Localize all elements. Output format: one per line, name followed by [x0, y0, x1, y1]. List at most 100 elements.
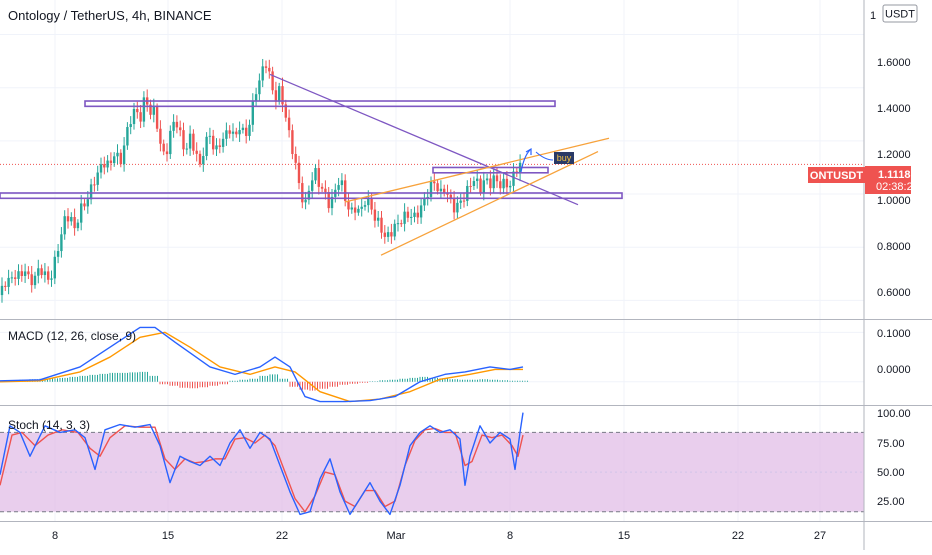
buy-annotation[interactable]: buy — [520, 147, 574, 173]
candle — [76, 219, 80, 232]
candle-body — [218, 145, 221, 147]
candle-body — [96, 172, 99, 185]
indicator-lines — [0, 326, 524, 516]
candle — [7, 269, 10, 295]
countdown-label: 02:38:21 — [876, 181, 919, 193]
stoch-axis[interactable]: 100.00 75.00 50.00 25.00 — [877, 408, 911, 508]
candle-body — [370, 198, 373, 210]
candle — [357, 205, 360, 216]
grid — [0, 0, 864, 521]
candle-body — [99, 164, 103, 173]
candle-body — [132, 108, 136, 125]
price-tick-label: 0.6000 — [877, 287, 911, 299]
time-tick-label: 22 — [276, 530, 288, 542]
candle — [106, 155, 109, 173]
candle — [152, 98, 155, 123]
time-tick-label: 22 — [732, 530, 744, 542]
candle-body — [373, 209, 377, 221]
candle-body — [116, 152, 119, 157]
candle — [215, 138, 218, 156]
candle-body — [423, 198, 426, 206]
candle-body — [50, 278, 53, 280]
currency-button[interactable]: USDT — [882, 4, 918, 23]
candle — [66, 208, 70, 229]
candle-body — [261, 66, 264, 81]
candle-body — [37, 268, 40, 276]
candle-body — [291, 130, 294, 155]
candle-body — [212, 135, 215, 150]
candle — [439, 180, 443, 199]
candle — [132, 102, 136, 130]
candle — [109, 152, 113, 171]
candle-body — [188, 133, 192, 149]
candle — [258, 73, 261, 101]
candle-body — [241, 127, 245, 131]
candle-body — [429, 181, 433, 197]
candle — [185, 142, 188, 155]
candle — [459, 193, 462, 210]
candle-body — [281, 86, 284, 105]
candle-body — [462, 200, 466, 202]
candle — [307, 185, 311, 205]
time-axis[interactable]: 8 15 22 Mar 8 15 22 27 — [52, 530, 826, 542]
candle — [320, 183, 324, 193]
candle-body — [485, 178, 489, 181]
price-tick-label: 1.2000 — [877, 149, 911, 161]
candle-body — [162, 143, 165, 152]
candle — [86, 191, 89, 214]
candle — [416, 205, 419, 224]
candle — [456, 196, 459, 219]
candle-body — [314, 168, 317, 181]
candle-body — [152, 107, 155, 115]
candle-body — [436, 183, 439, 192]
candle-body — [205, 136, 208, 157]
candle — [165, 143, 169, 162]
candle-body — [192, 133, 195, 151]
candle-body — [297, 162, 301, 184]
candle — [502, 172, 505, 195]
candle-body — [23, 271, 27, 276]
candle-body — [83, 203, 86, 207]
candle-body — [93, 184, 96, 186]
candle-body — [264, 66, 268, 68]
candle — [50, 270, 53, 287]
price-candles — [0, 58, 522, 303]
candle — [192, 129, 195, 155]
candle-body — [393, 223, 396, 237]
candle — [311, 172, 314, 199]
candle — [89, 178, 93, 205]
candle-body — [311, 180, 314, 191]
candle — [482, 171, 485, 201]
candle — [83, 199, 86, 211]
macd-axis[interactable]: 0.1000 0.0000 — [877, 328, 911, 376]
candle-body — [380, 217, 383, 233]
candle — [287, 109, 291, 138]
candle — [116, 144, 119, 164]
candle — [228, 125, 231, 139]
symbol-label: ONTUSDT — [810, 170, 863, 182]
candle-body — [406, 211, 410, 218]
candle — [380, 211, 383, 239]
candle-body — [337, 185, 340, 190]
candle-body — [235, 131, 238, 135]
buy-label: buy — [557, 153, 572, 163]
candle-body — [320, 186, 324, 189]
candle-body — [495, 175, 499, 182]
candle-body — [66, 216, 70, 222]
candle-body — [70, 216, 73, 222]
candle — [367, 190, 370, 213]
candle — [485, 173, 489, 185]
stoch-band — [0, 431, 864, 513]
candle-body — [231, 131, 235, 134]
candle — [221, 132, 225, 153]
candle — [449, 189, 452, 204]
candle-body — [353, 207, 357, 213]
candle-body — [446, 192, 449, 195]
candle-body — [126, 127, 129, 146]
candle-body — [0, 285, 4, 296]
candle-body — [129, 124, 132, 128]
candle — [327, 187, 330, 213]
price-axis[interactable]: 1.6000 1.4000 1.2000 1.0000 0.8000 0.600… — [877, 57, 911, 299]
candle — [489, 170, 492, 196]
candle-body — [20, 271, 23, 276]
